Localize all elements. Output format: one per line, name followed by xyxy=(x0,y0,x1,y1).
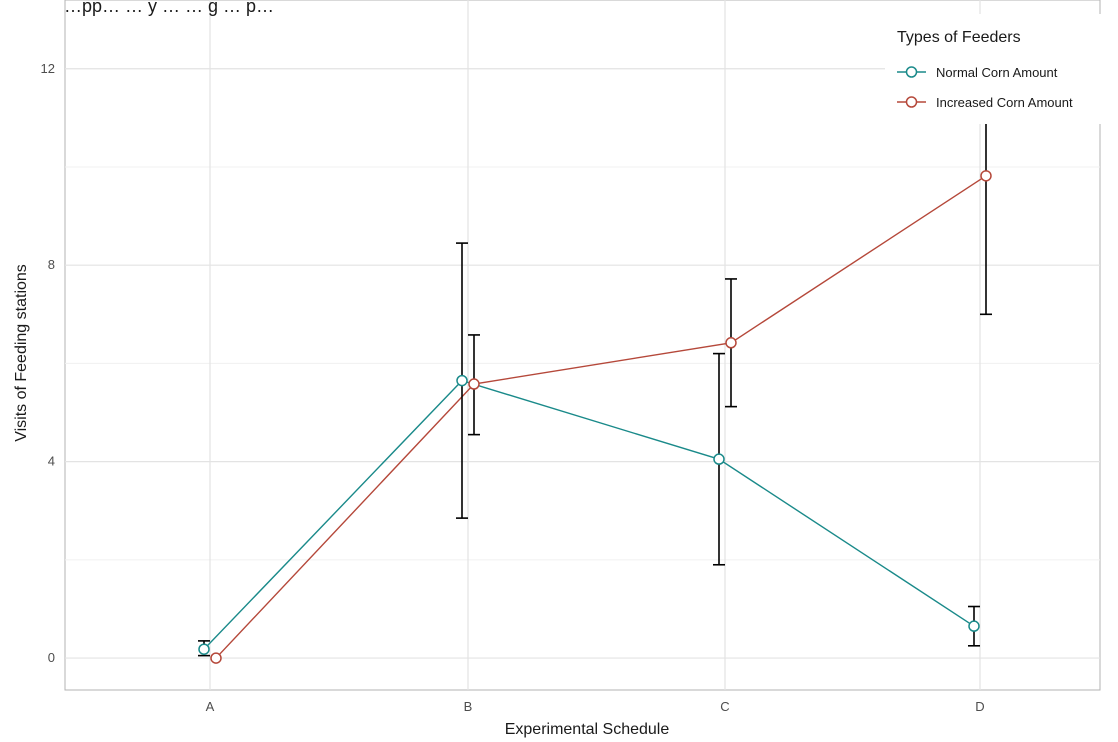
y-axis-title: Visits of Feeding stations xyxy=(13,264,30,442)
y-tick-labels: 0 4 8 12 xyxy=(41,61,55,665)
legend: Normal Corn Amount Increased Corn Amount xyxy=(897,65,1073,110)
data-point xyxy=(713,453,725,465)
legend-entry-label: Normal Corn Amount xyxy=(936,65,1058,80)
x-tick-label: B xyxy=(464,699,473,714)
chart-title: …pp… … y … … g … p… xyxy=(64,0,274,16)
data-point xyxy=(210,652,222,664)
data-point xyxy=(725,337,737,349)
data-points xyxy=(198,170,992,664)
data-point xyxy=(198,643,210,655)
series-line-1 xyxy=(215,175,987,659)
grid-lines xyxy=(65,0,1100,690)
x-tick-label: C xyxy=(720,699,729,714)
x-tick-labels: A B C D xyxy=(206,699,985,714)
data-point xyxy=(468,378,480,390)
legend-background xyxy=(885,14,1118,124)
x-axis-title: Experimental Schedule xyxy=(505,721,670,738)
x-tick-label: A xyxy=(206,699,215,714)
legend-key-point xyxy=(905,66,918,78)
y-tick-label: 12 xyxy=(41,61,55,76)
y-tick-label: 4 xyxy=(48,454,55,469)
data-point xyxy=(456,374,468,387)
legend-title: Types of Feeders xyxy=(897,29,1021,46)
series-lines xyxy=(203,175,987,659)
y-tick-label: 8 xyxy=(48,257,55,272)
series-line-0 xyxy=(203,379,975,650)
legend-entry-label: Increased Corn Amount xyxy=(936,95,1073,110)
x-tick-label: D xyxy=(975,699,984,714)
legend-key-point xyxy=(905,96,918,108)
data-point xyxy=(968,620,980,632)
data-point xyxy=(980,170,992,182)
y-tick-label: 0 xyxy=(48,650,55,665)
